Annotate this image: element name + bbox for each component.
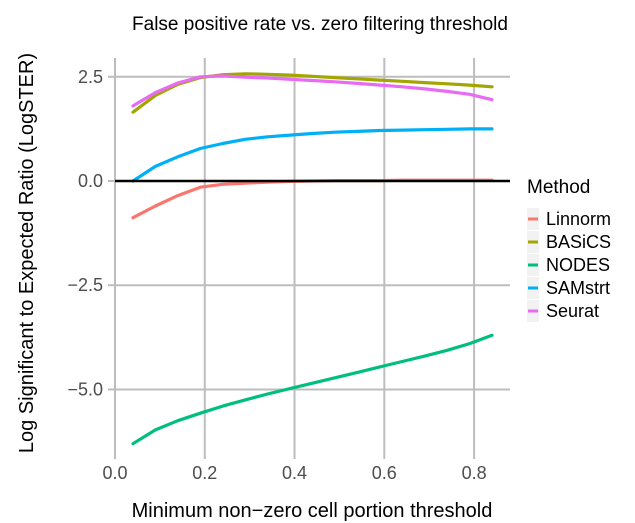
grid <box>114 58 510 452</box>
y-tick-label: 2.5 <box>78 67 103 87</box>
x-tick-label: 0.8 <box>462 463 487 483</box>
legend-item-nodes: NODES <box>527 254 610 276</box>
x-tick-label: 0.2 <box>192 463 217 483</box>
x-tick-label: 0.4 <box>282 463 307 483</box>
y-axis-title: Log Significant to Expected Ratio (LogST… <box>16 53 38 453</box>
series-line-samstrt <box>131 127 494 183</box>
x-tick-label: 0.6 <box>372 463 397 483</box>
y-axis: 2.5 0.0 −2.5 −5.0 <box>67 67 115 399</box>
series-line-nodes <box>131 333 494 446</box>
y-tick-label: −5.0 <box>67 379 103 399</box>
legend: Method Linnorm BASiCS NODES SAMstrt Seurat <box>527 177 611 322</box>
x-axis: 0.0 0.2 0.4 0.6 0.8 <box>102 452 487 483</box>
x-axis-title: Minimum non−zero cell portion threshold <box>132 500 493 522</box>
x-tick-label: 0.0 <box>102 463 127 483</box>
legend-label: Linnorm <box>546 209 611 229</box>
series-line-linnorm <box>131 178 494 220</box>
y-tick-label: 0.0 <box>78 171 103 191</box>
legend-item-basics: BASiCS <box>527 231 611 253</box>
legend-title: Method <box>527 177 590 198</box>
chart-title: False positive rate vs. zero filtering t… <box>132 14 508 35</box>
legend-label: Seurat <box>546 301 599 321</box>
legend-item-seurat: Seurat <box>527 300 599 322</box>
plot-lines <box>115 72 510 446</box>
legend-label: SAMstrt <box>546 278 610 298</box>
legend-item-samstrt: SAMstrt <box>527 277 610 299</box>
legend-label: BASiCS <box>546 232 611 252</box>
legend-item-linnorm: Linnorm <box>527 208 611 230</box>
y-tick-label: −2.5 <box>67 275 103 295</box>
legend-label: NODES <box>546 255 610 275</box>
series-line-seurat <box>131 74 494 108</box>
